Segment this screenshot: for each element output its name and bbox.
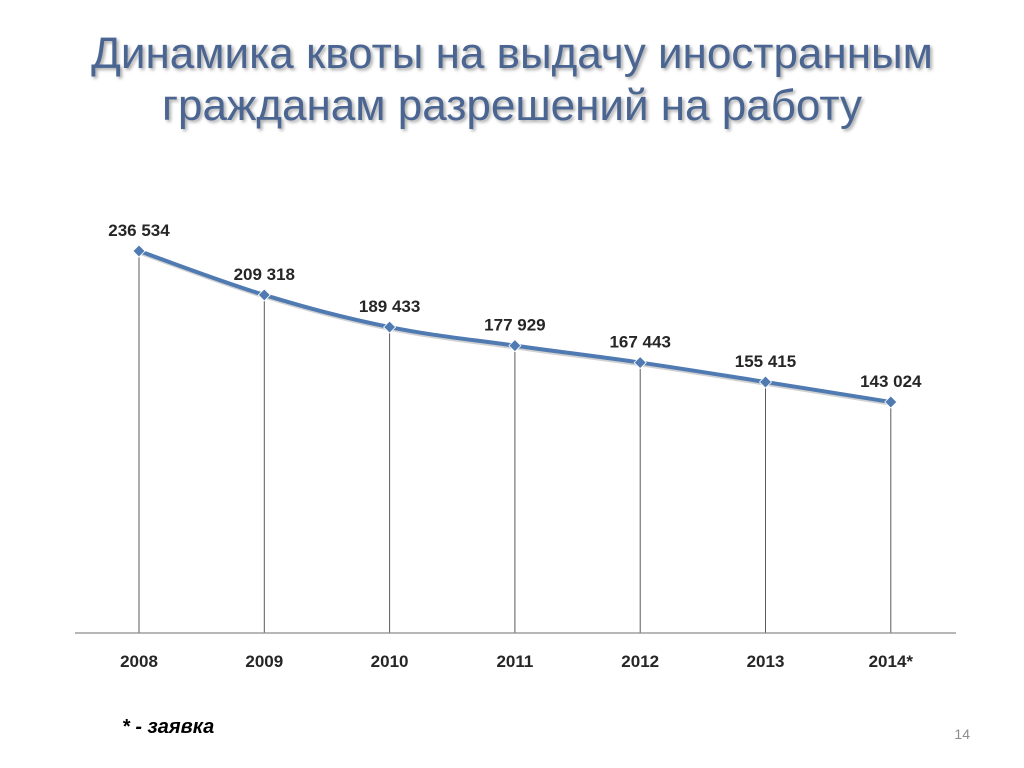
- drop-lines: [138, 251, 892, 633]
- x-tick-label: 2012: [621, 652, 659, 671]
- data-label: 155 415: [735, 352, 796, 371]
- data-label: 143 024: [860, 372, 922, 391]
- data-point-marker: [884, 395, 898, 409]
- data-labels: 236 534 209 318 189 433 177 929 167 443 155 4…: [108, 221, 922, 391]
- x-tick-label: 2013: [747, 652, 785, 671]
- data-point-marker: [132, 244, 146, 258]
- x-tick-label: 2010: [371, 652, 409, 671]
- x-tick-label: 2008: [120, 652, 158, 671]
- x-tick-labels: 2008 2009 2010 2011 2012 2013 2014*: [120, 652, 913, 671]
- data-point-marker: [257, 288, 271, 302]
- footnote: * - заявка: [122, 716, 215, 738]
- data-label: 236 534: [108, 221, 170, 240]
- slide-title: Динамика квоты на выдачу иностранным гра…: [91, 29, 933, 130]
- data-label: 177 929: [484, 316, 545, 335]
- x-tick-label: 2011: [496, 652, 533, 671]
- data-label: 189 433: [359, 297, 420, 316]
- page-number: 14: [954, 726, 970, 742]
- data-label: 209 318: [234, 265, 295, 284]
- x-tick-label: 2014*: [869, 652, 914, 671]
- data-point-marker: [508, 339, 522, 353]
- markers: [132, 244, 898, 409]
- data-point-marker: [383, 320, 397, 334]
- data-label: 167 443: [609, 333, 670, 352]
- data-point-marker: [633, 356, 647, 370]
- data-point-marker: [758, 375, 773, 389]
- x-tick-label: 2009: [245, 652, 283, 671]
